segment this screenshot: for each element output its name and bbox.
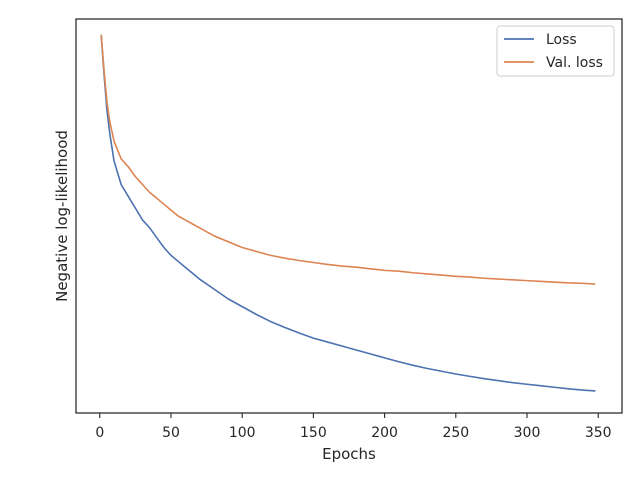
legend-label-val-loss: Val. loss [546,55,603,71]
x-tick-label: 100 [229,425,256,441]
x-tick-label: 250 [442,425,469,441]
legend-label-loss: Loss [546,32,577,48]
x-tick-label: 50 [162,425,180,441]
x-tick-label: 300 [514,425,541,441]
series-line-loss [100,34,596,392]
series-line-val-loss [100,34,596,285]
x-tick-label: 150 [300,425,327,441]
x-tick-label: 200 [371,425,398,441]
plot-frame [75,18,623,414]
plot-background [76,19,622,413]
legend: Loss Val. loss [496,25,615,77]
x-tick-label: 350 [585,425,612,441]
series-layer [100,34,596,392]
x-axis-ticks: 0 50 100 150 200 250 300 350 [95,413,612,441]
y-axis-label: Negative log-likelihood [53,130,71,302]
x-tick-label: 0 [95,425,104,441]
x-axis-label: Epochs [322,445,376,463]
